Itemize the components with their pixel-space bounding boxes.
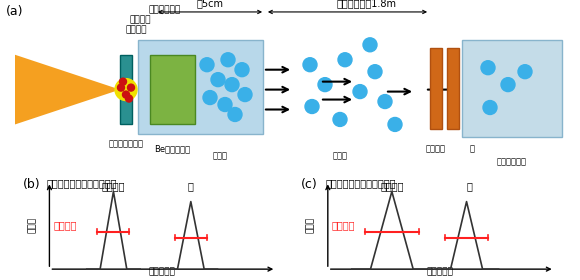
Circle shape (501, 78, 515, 92)
Circle shape (363, 38, 377, 52)
Bar (150, 55, 195, 124)
Text: タンタル: タンタル (102, 181, 125, 192)
Circle shape (228, 108, 242, 122)
Text: エネルギー: エネルギー (148, 268, 175, 277)
Text: 中性子検出器: 中性子検出器 (497, 157, 527, 166)
Text: タンタル: タンタル (380, 181, 404, 192)
Circle shape (368, 65, 382, 79)
Circle shape (303, 58, 317, 72)
Circle shape (481, 61, 495, 75)
Text: 第１ターゲット: 第１ターゲット (108, 139, 143, 148)
Circle shape (225, 78, 239, 92)
Text: エネルギー: エネルギー (426, 268, 454, 277)
Text: タンタルの温度が高い場合: タンタルの温度が高い場合 (325, 178, 396, 188)
Text: 銀: 銀 (466, 181, 472, 192)
Polygon shape (15, 55, 120, 124)
Text: 飛行距離　約1.8m: 飛行距離 約1.8m (337, 0, 397, 8)
Circle shape (235, 63, 249, 77)
Circle shape (218, 97, 232, 111)
Circle shape (211, 73, 225, 87)
Circle shape (483, 101, 497, 115)
Text: (c): (c) (301, 178, 318, 191)
Text: 共鳴幅小: 共鳴幅小 (53, 220, 77, 230)
Circle shape (518, 65, 532, 79)
Text: Beターゲット: Beターゲット (154, 144, 190, 153)
Text: 陽子・重陽子: 陽子・重陽子 (149, 5, 181, 14)
Bar (447, 48, 459, 129)
Bar (430, 48, 442, 129)
Text: 共鳴幅大: 共鳴幅大 (332, 220, 356, 230)
Bar (138, 40, 263, 134)
Circle shape (122, 91, 129, 98)
Circle shape (118, 84, 125, 91)
Circle shape (125, 95, 132, 102)
Text: (b): (b) (23, 178, 41, 191)
Bar (462, 40, 562, 137)
Circle shape (221, 53, 235, 67)
Text: レーザー: レーザー (125, 25, 147, 34)
Text: 約5cm: 約5cm (197, 0, 223, 8)
Text: 吸収率: 吸収率 (28, 217, 37, 233)
Bar (120, 55, 132, 124)
Circle shape (119, 78, 126, 85)
Circle shape (338, 53, 352, 67)
Circle shape (333, 113, 347, 127)
Circle shape (200, 58, 214, 72)
Text: プラズマ: プラズマ (129, 15, 151, 24)
Text: 銀: 銀 (188, 181, 194, 192)
Text: 吸収率: 吸収率 (306, 217, 315, 233)
Circle shape (318, 78, 332, 92)
Text: (a): (a) (6, 5, 24, 18)
Circle shape (305, 100, 319, 113)
Circle shape (353, 85, 367, 99)
Circle shape (128, 84, 135, 91)
Text: 中性子: 中性子 (332, 151, 347, 160)
Circle shape (238, 88, 252, 102)
Circle shape (378, 95, 392, 109)
Text: タンタルの温度が低い場合: タンタルの温度が低い場合 (47, 178, 117, 188)
Text: 減速材: 減速材 (212, 151, 227, 160)
Circle shape (388, 118, 402, 131)
Circle shape (203, 91, 217, 104)
Text: 銀: 銀 (469, 144, 474, 153)
Circle shape (115, 79, 137, 101)
Text: タンタル: タンタル (426, 144, 446, 153)
